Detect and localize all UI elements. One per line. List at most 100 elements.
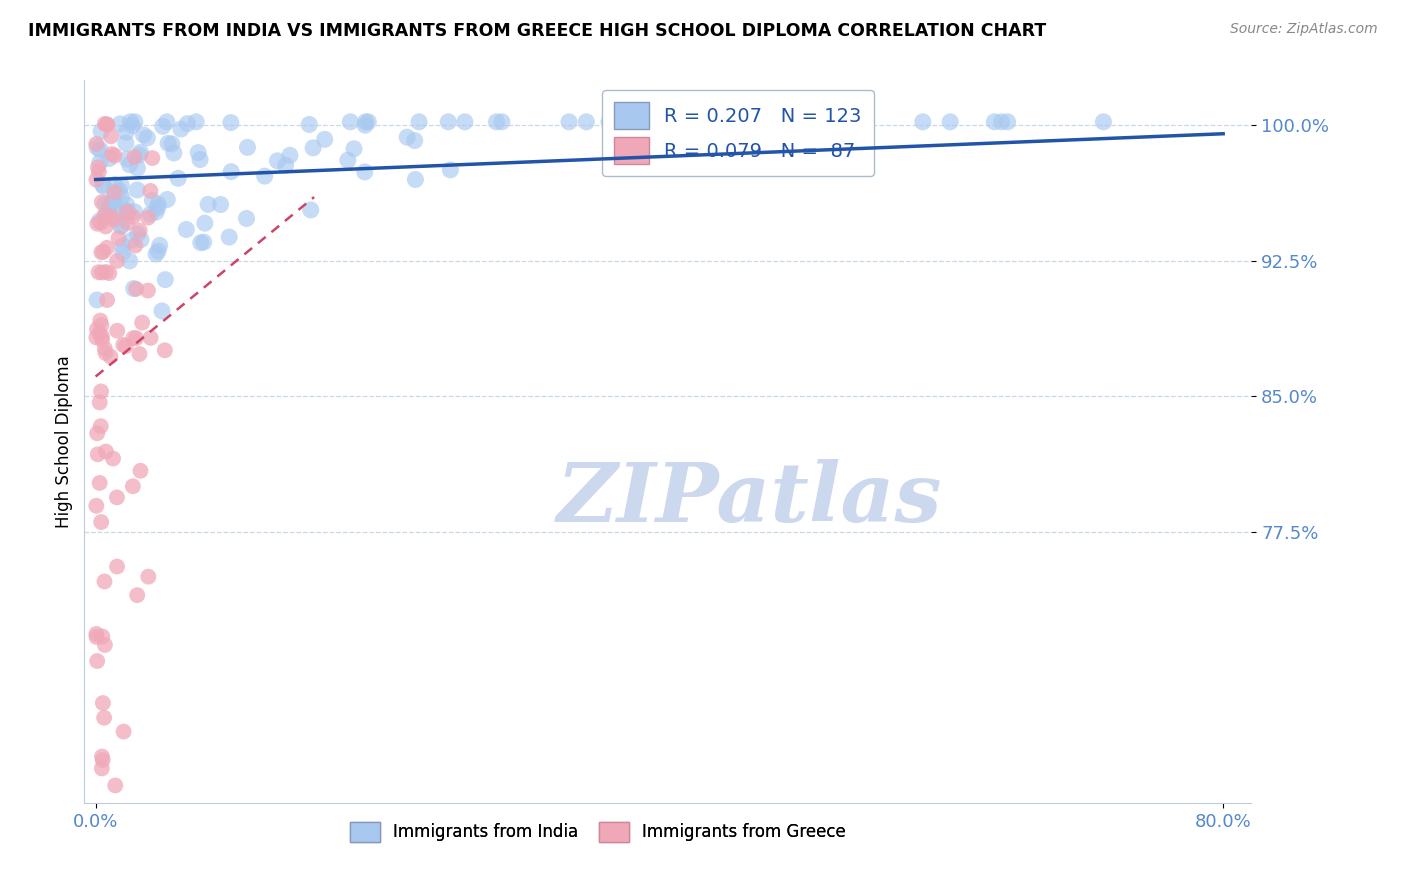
Text: IMMIGRANTS FROM INDIA VS IMMIGRANTS FROM GREECE HIGH SCHOOL DIPLOMA CORRELATION : IMMIGRANTS FROM INDIA VS IMMIGRANTS FROM… (28, 22, 1046, 40)
Point (117, 216, 139, 230)
Point (91, 749, 114, 764)
Point (125, 331, 148, 345)
Point (97, 203, 120, 218)
Point (100, 197, 122, 211)
Point (86, 136, 108, 151)
Point (157, 136, 180, 151)
Point (112, 724, 135, 739)
Point (96, 293, 118, 307)
Point (146, 197, 169, 211)
Point (118, 158, 141, 172)
Point (454, 115, 477, 129)
Point (105, 559, 128, 574)
Point (129, 464, 152, 478)
Point (658, 115, 681, 129)
Point (131, 316, 153, 330)
Point (94, 219, 117, 234)
Point (86, 630, 108, 644)
Point (91, 244, 114, 259)
Y-axis label: High School Diploma: High School Diploma (55, 355, 73, 528)
Point (118, 253, 141, 268)
Point (278, 148, 301, 162)
Point (103, 212, 125, 227)
Point (115, 205, 138, 219)
Point (194, 216, 217, 230)
Point (89, 395, 111, 409)
Point (146, 244, 169, 258)
Point (136, 211, 159, 225)
Point (598, 115, 620, 129)
Point (136, 569, 159, 583)
Point (152, 120, 174, 134)
Point (87, 161, 110, 175)
Point (146, 200, 169, 214)
Point (98, 266, 121, 280)
Point (108, 184, 131, 198)
Point (103, 186, 125, 200)
Point (100, 129, 122, 144)
Point (94, 444, 117, 458)
Point (129, 145, 152, 160)
Point (122, 210, 145, 224)
Point (983, 115, 1005, 129)
Point (575, 115, 598, 129)
Point (103, 194, 125, 209)
Point (86, 627, 108, 641)
Point (96, 117, 118, 131)
Point (91, 265, 114, 279)
Point (91, 329, 114, 343)
Point (298, 118, 321, 132)
Point (139, 184, 162, 198)
Point (219, 115, 242, 129)
Point (105, 206, 128, 220)
Point (141, 194, 163, 208)
Point (90, 384, 112, 399)
Point (86, 499, 108, 513)
Point (86, 140, 108, 154)
Point (139, 331, 162, 345)
Point (302, 141, 325, 155)
Point (124, 204, 146, 219)
Point (139, 207, 162, 221)
Point (111, 239, 134, 253)
Point (93, 574, 115, 589)
Point (235, 211, 257, 226)
Point (396, 130, 419, 145)
Point (439, 162, 461, 177)
Point (105, 254, 128, 268)
Point (939, 115, 962, 129)
Point (353, 165, 375, 179)
Point (404, 172, 426, 186)
Point (91, 630, 114, 644)
Point (219, 164, 242, 178)
Point (128, 148, 150, 162)
Point (93, 179, 115, 194)
Point (190, 235, 212, 250)
Point (115, 136, 138, 150)
Point (104, 779, 127, 793)
Point (112, 338, 135, 352)
Point (651, 115, 673, 129)
Point (187, 145, 209, 160)
Point (100, 210, 122, 224)
Point (91, 178, 114, 192)
Point (128, 224, 150, 238)
Point (197, 197, 219, 211)
Point (145, 247, 167, 261)
Point (120, 115, 142, 129)
Point (96, 118, 118, 132)
Point (911, 115, 934, 129)
Point (87, 164, 110, 178)
Point (314, 132, 336, 146)
Point (218, 230, 240, 244)
Point (121, 119, 143, 133)
Point (86, 426, 108, 441)
Point (93, 208, 115, 222)
Point (90, 245, 112, 260)
Point (810, 115, 832, 129)
Point (114, 339, 136, 353)
Point (89, 475, 111, 490)
Point (91, 696, 114, 710)
Point (115, 152, 138, 166)
Point (120, 234, 142, 248)
